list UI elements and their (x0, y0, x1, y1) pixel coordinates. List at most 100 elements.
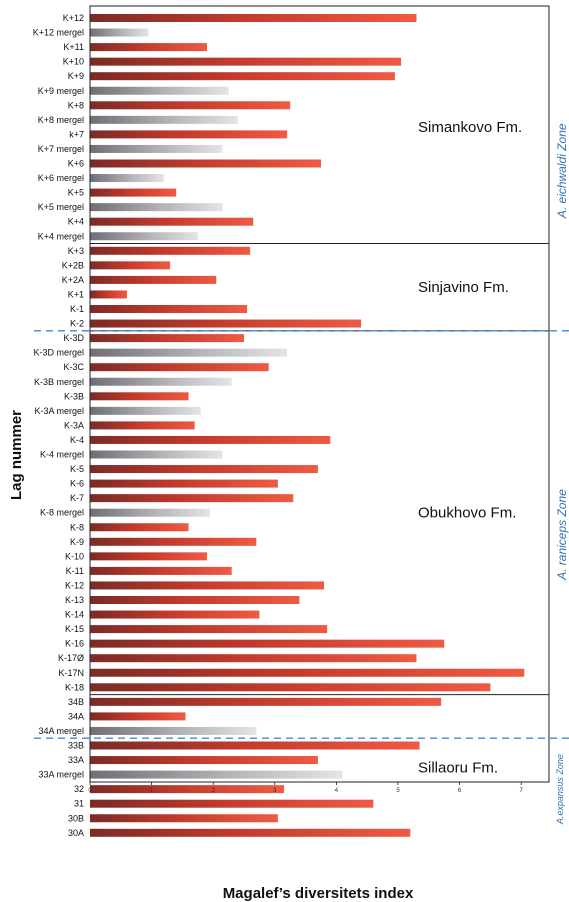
bar-k-1 (90, 305, 248, 313)
category-label: K-9 (70, 537, 84, 547)
category-label: K-7 (70, 493, 84, 503)
bar-k-12 (90, 14, 417, 22)
category-label: 33A mergel (38, 770, 84, 780)
bar-k-11 (90, 566, 232, 575)
zone-label: A.expansus Zone (555, 754, 565, 825)
bar-34a (90, 712, 186, 721)
bar-k-4-mergel (90, 232, 198, 241)
category-label: K+5 mergel (38, 202, 84, 212)
bar-k-10 (90, 57, 402, 66)
bar-k-5-mergel (90, 203, 223, 212)
bar-k-12 (90, 581, 325, 590)
bar-k-11 (90, 43, 208, 52)
category-label: K-11 (66, 566, 84, 576)
bar-k-7-mergel (90, 144, 223, 153)
chart-frame (34, 5, 569, 783)
category-label: K+3 (68, 246, 84, 256)
category-label: K-1 (70, 304, 84, 314)
bar-k-2b (90, 261, 171, 270)
bar-k-10 (90, 552, 208, 561)
bar-k-9 (90, 72, 395, 81)
category-label: K-15 (65, 624, 84, 634)
bar-k-7 (90, 130, 288, 139)
category-label: K-3B mergel (34, 377, 84, 387)
category-label: K-3A mergel (34, 406, 84, 416)
category-label: K-6 (70, 479, 84, 489)
bar-k-8-mergel (90, 115, 238, 124)
x-tick-label: 2 (212, 788, 216, 794)
category-label: K+8 (68, 100, 84, 110)
bar-k-14 (90, 610, 260, 619)
bar-k-13 (90, 596, 300, 604)
category-label: K-12 (65, 580, 84, 590)
category-label: K-13 (65, 595, 84, 605)
category-labels: K+12 K+12 mergel K+11 K+10 K+9 K+9 mergel K+8 K… (33, 13, 85, 838)
category-label: K-17Ø (58, 653, 84, 663)
bar-k-3 (90, 246, 251, 255)
x-axis-ticks: 0 1 2 3 4 5 6 7 (88, 782, 524, 794)
category-label: K+11 (63, 42, 84, 52)
bar-k-3d-mergel (90, 348, 288, 357)
bar-k-4-mergel (90, 450, 223, 459)
category-label: K-16 (65, 639, 84, 649)
bar-k-3c (90, 363, 269, 372)
category-label: k+7 (69, 129, 84, 139)
zone-labels: A. eichwaldi Zone A. raniceps Zone A.expan… (555, 123, 569, 825)
bar-k-17- (90, 654, 417, 663)
formation-label: Sillaoru Fm. (418, 759, 498, 776)
category-label: K+12 mergel (33, 28, 84, 38)
bar-k-3a (90, 421, 195, 430)
formation-label: Obukhovo Fm. (418, 505, 516, 522)
category-label: K-3D mergel (33, 348, 84, 358)
bar-33a-mergel (90, 770, 343, 779)
bar-k-12-mergel (90, 28, 149, 37)
bar-k-3b-mergel (90, 377, 232, 386)
category-label: K-18 (65, 682, 84, 692)
bar-k-6-mergel (90, 174, 164, 183)
category-label: K-5 (70, 464, 84, 474)
category-label: K+6 (68, 159, 84, 169)
category-label: K-17N (58, 668, 84, 678)
bar-30a (90, 828, 411, 837)
bar-33b (90, 741, 420, 750)
category-label: K-3D (63, 333, 84, 343)
category-label: 33A (68, 755, 84, 765)
bar-34b (90, 697, 442, 706)
bar-k-8-mergel (90, 508, 211, 517)
category-label: K-3C (63, 362, 84, 372)
bars-layer (90, 14, 525, 837)
category-label: K-3B (64, 391, 84, 401)
category-label: K+12 (63, 13, 84, 23)
category-label: K-4 (70, 435, 84, 445)
category-label: K-8 (70, 522, 84, 532)
bar-k-2 (90, 319, 362, 328)
bar-k-3b (90, 392, 189, 401)
bar-k-5 (90, 465, 318, 474)
bar-k-6 (90, 159, 321, 168)
bar-30b (90, 814, 278, 823)
bar-k-9 (90, 537, 257, 546)
category-label: K+7 mergel (38, 144, 84, 154)
bar-33a (90, 756, 318, 765)
bar-32 (90, 785, 285, 794)
x-axis-label: Magalef’s diversitets index (223, 885, 414, 902)
bar-34a-mergel (90, 726, 257, 735)
formation-label: Simankovo Fm. (418, 119, 522, 136)
category-label: K+4 mergel (38, 231, 84, 241)
category-label: K+8 mergel (38, 115, 84, 125)
bar-k-3d (90, 334, 244, 343)
x-tick-label: 3 (273, 788, 277, 794)
x-tick-label: 5 (396, 788, 400, 794)
bar-k-7 (90, 494, 294, 503)
category-label: 30A (68, 828, 84, 838)
category-label: 33B (68, 741, 84, 751)
category-label: 30B (68, 813, 84, 823)
bar-k-16 (90, 639, 445, 648)
zone-label: A. raniceps Zone (555, 489, 569, 581)
formation-labels: Simankovo Fm. Sinjavino Fm. Obukhovo Fm. Si… (418, 119, 522, 776)
x-tick-label: 7 (520, 788, 524, 794)
x-tick-label: 4 (335, 788, 339, 794)
category-label: K-14 (65, 610, 84, 620)
bar-k-18 (90, 683, 491, 692)
